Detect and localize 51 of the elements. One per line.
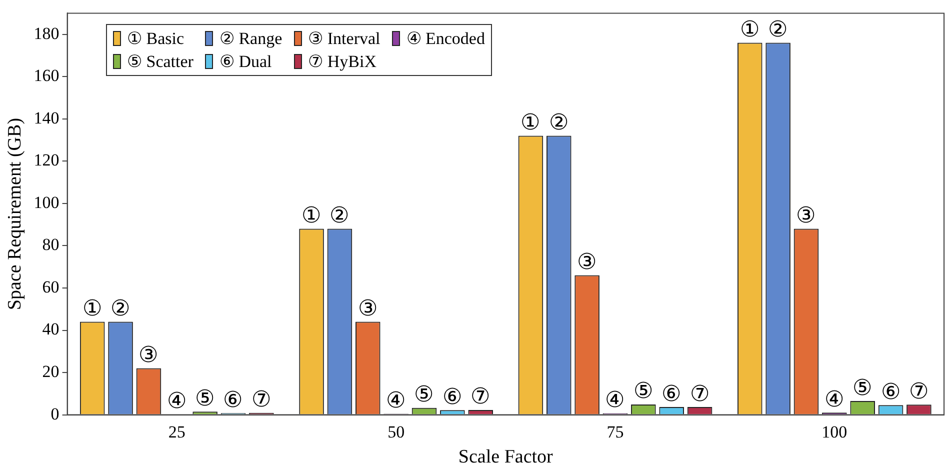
legend-label: ③ Interval xyxy=(308,28,380,49)
data-label: ③ xyxy=(796,202,816,228)
x-tick-label: 75 xyxy=(606,422,624,442)
y-tick-label: 160 xyxy=(34,66,60,86)
data-label: ④ xyxy=(605,386,626,412)
data-label: ③ xyxy=(138,342,159,368)
data-label: ③ xyxy=(577,249,598,274)
data-label: ⑥ xyxy=(662,380,682,406)
y-tick-label: 180 xyxy=(34,24,60,43)
legend-label: ⑥ Dual xyxy=(219,51,272,72)
data-label: ① xyxy=(520,110,541,135)
data-label: ① xyxy=(82,296,102,321)
y-axis-title: Space Requirement (GB) xyxy=(4,118,26,310)
legend-label: ② Range xyxy=(219,28,282,49)
data-label: ⑥ xyxy=(442,384,462,409)
data-label: ⑤ xyxy=(633,378,654,404)
y-tick-label: 0 xyxy=(50,404,60,424)
data-label: ② xyxy=(110,296,131,321)
y-tick-label: 140 xyxy=(34,108,60,128)
x-tick-label: 100 xyxy=(822,422,848,442)
legend-label: ④ Encoded xyxy=(406,28,485,49)
data-label: ③ xyxy=(358,296,378,321)
data-label: ① xyxy=(302,202,322,228)
data-label: ⑦ xyxy=(470,384,491,409)
data-label: ⑦ xyxy=(251,386,272,412)
data-label: ② xyxy=(330,202,350,228)
data-label: ⑤ xyxy=(414,382,434,407)
legend-label: ① Basic xyxy=(127,28,184,49)
data-label: ⑥ xyxy=(223,386,244,412)
y-tick-label: 40 xyxy=(42,320,60,339)
x-axis-title: Scale Factor xyxy=(458,446,554,468)
data-label: ② xyxy=(548,110,569,135)
legend-label: ⑦ HyBiX xyxy=(308,51,377,72)
x-tick-label: 50 xyxy=(388,422,405,442)
legend-label: ⑤ Scatter xyxy=(127,51,194,72)
data-label: ④ xyxy=(824,386,844,412)
y-tick-label: 20 xyxy=(42,362,60,381)
data-label: ⑤ xyxy=(852,374,873,400)
y-tick-label: 120 xyxy=(34,150,60,170)
data-label: ⑥ xyxy=(880,378,901,404)
y-tick-label: 80 xyxy=(42,235,60,254)
data-label: ⑦ xyxy=(690,380,710,406)
x-tick-label: 25 xyxy=(168,422,186,442)
data-label: ⑤ xyxy=(195,385,216,410)
data-label: ⑦ xyxy=(908,378,929,404)
y-tick-label: 100 xyxy=(34,192,60,212)
data-label: ④ xyxy=(166,388,187,414)
data-label: ④ xyxy=(386,388,406,413)
y-tick-label: 60 xyxy=(42,277,60,296)
data-label: ② xyxy=(768,16,788,42)
data-label: ① xyxy=(740,16,760,42)
